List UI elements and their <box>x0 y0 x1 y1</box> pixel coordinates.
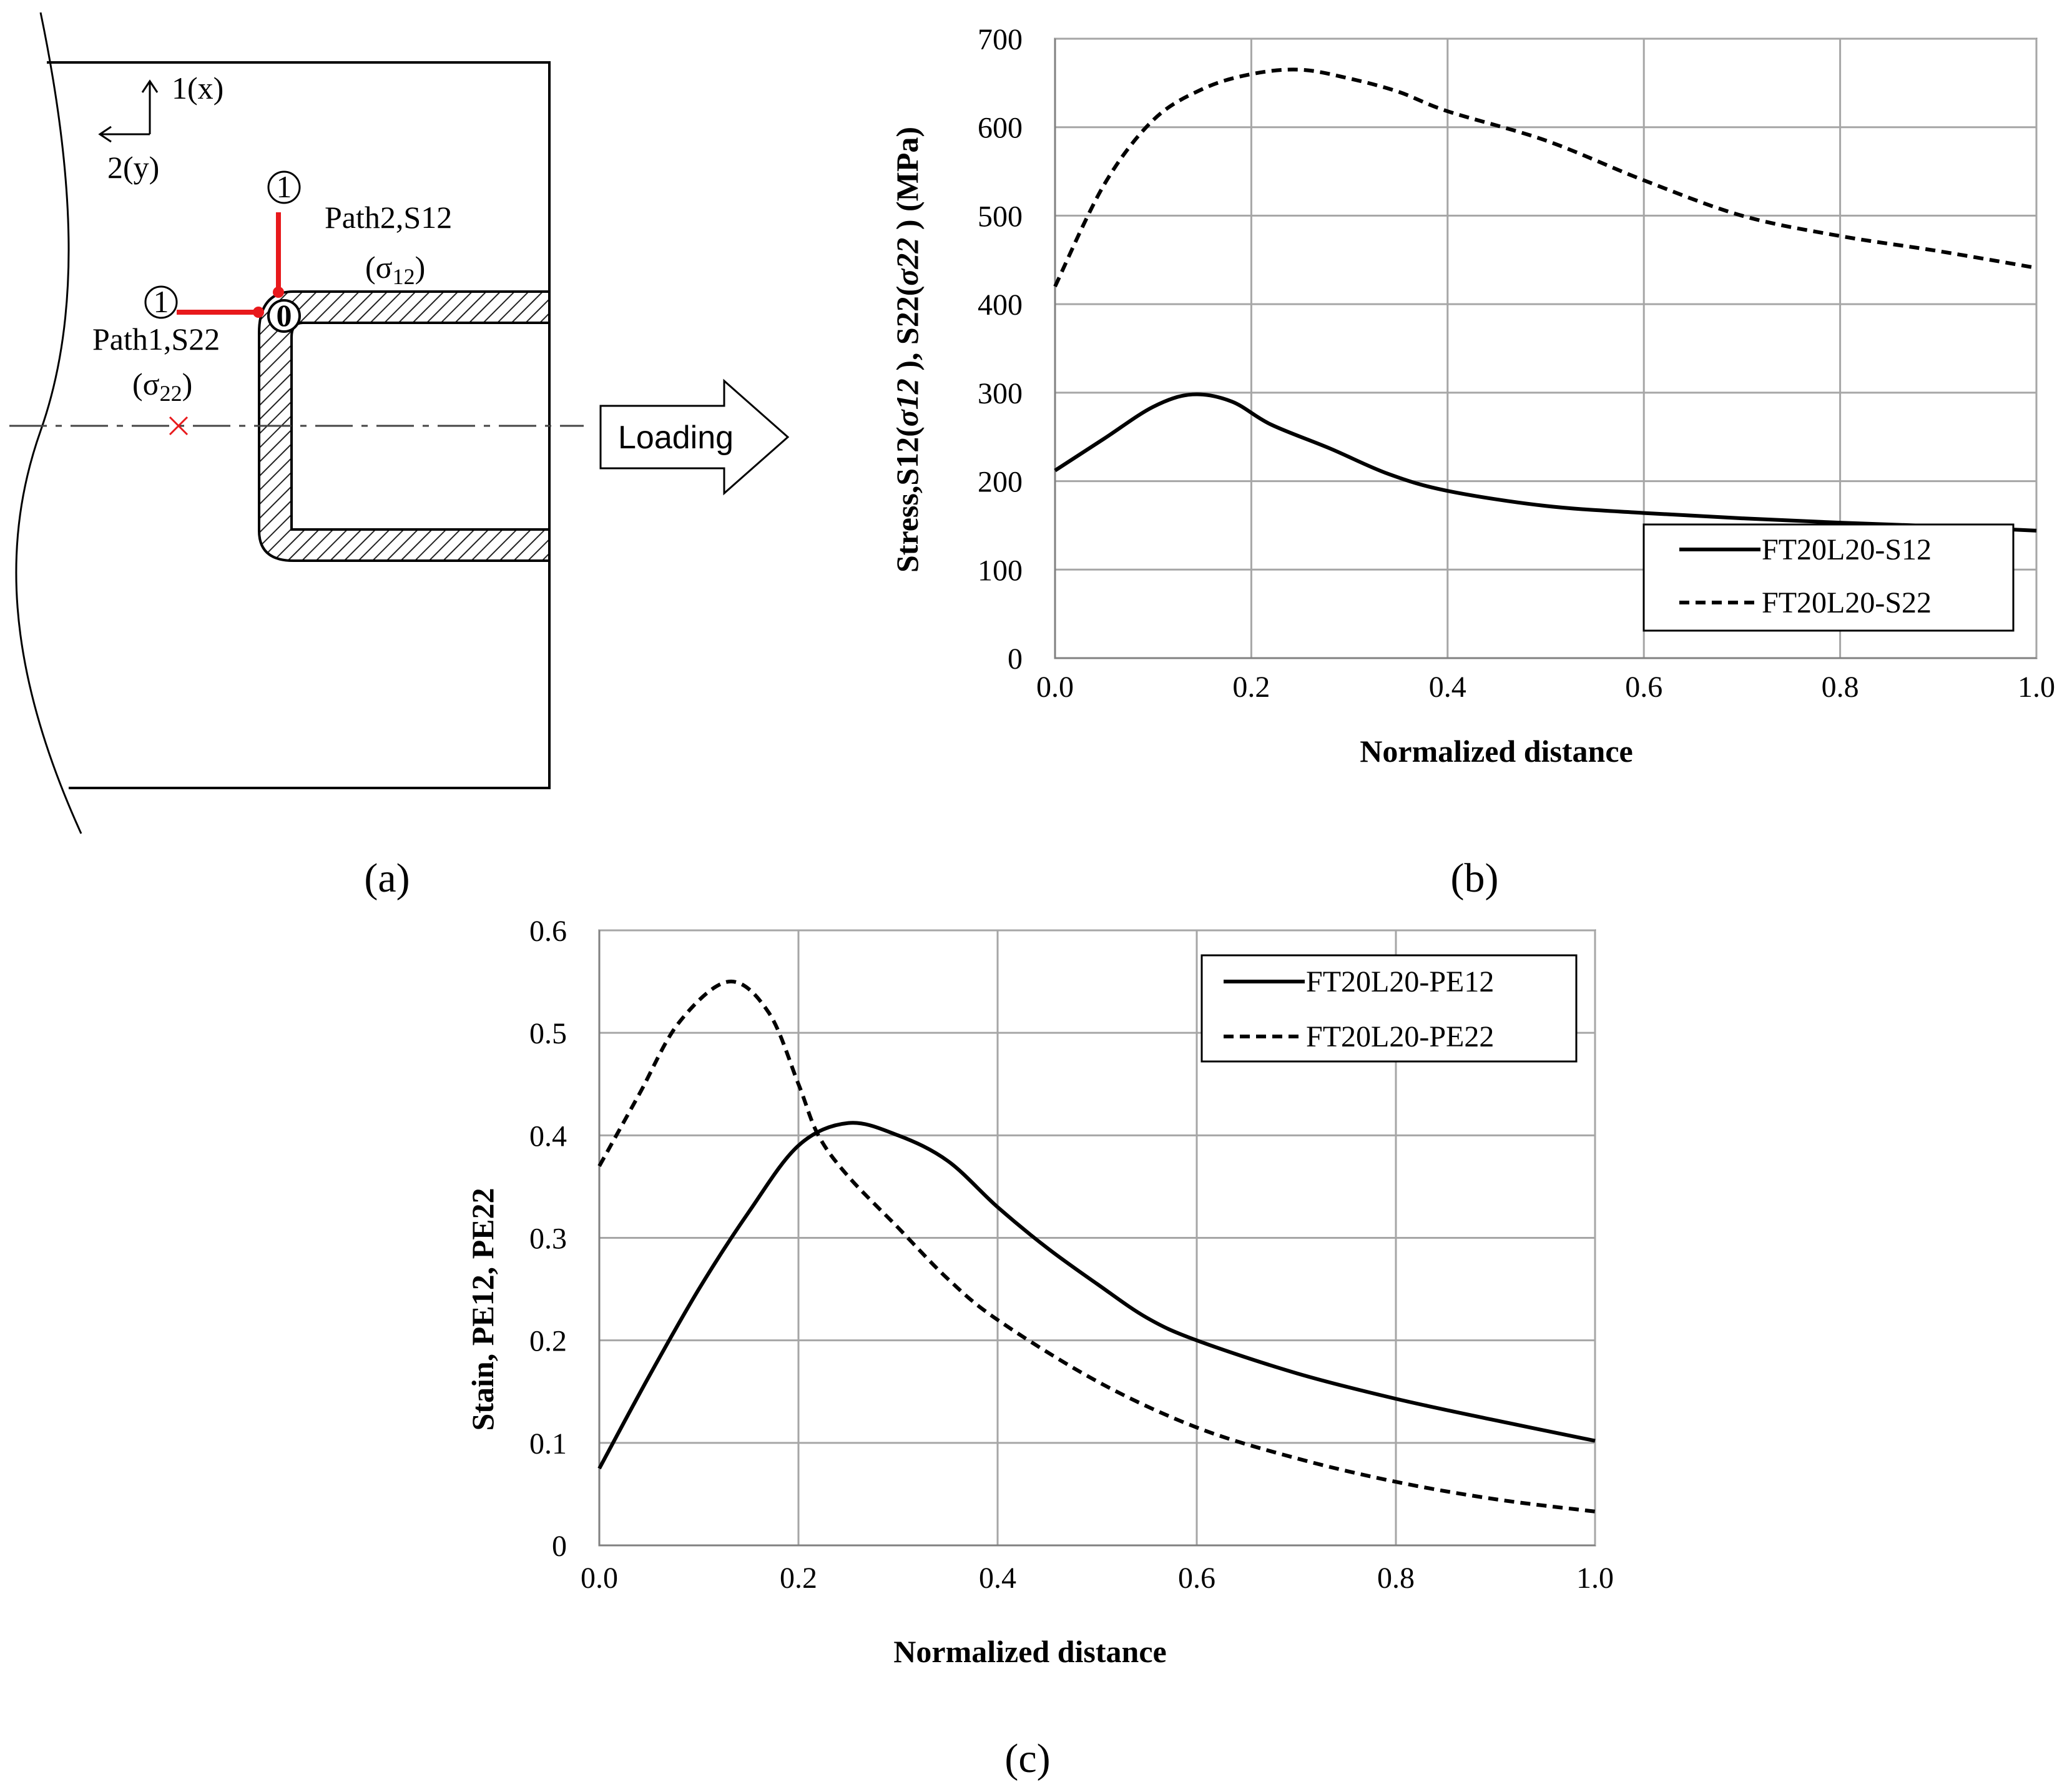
path2-end-dot <box>273 287 284 298</box>
c-y-tick-label: 0 <box>552 1530 567 1563</box>
chart-b-grid <box>1054 37 2038 659</box>
b-y-tick-label: 700 <box>978 23 1023 56</box>
path2-sigma: (σ12) <box>365 250 425 289</box>
b-x-tick-label: 1.0 <box>2018 671 2055 704</box>
c-x-tick-label: 0.2 <box>780 1562 817 1595</box>
c-x-tick-label: 0.8 <box>1377 1562 1415 1595</box>
node-1-left: 1 <box>144 284 178 319</box>
b-y-tick-label: 400 <box>978 288 1023 322</box>
chart-b-ylabel-part-2: σ12 <box>890 378 925 426</box>
c-y-tick-label: 0.4 <box>529 1120 567 1153</box>
legend-b-entry-s12: FT20L20-S12 <box>1762 533 1932 566</box>
panel-a-diagram: 1(x) 2(y) 1 1 0 Path2,S12 (σ12) Path1,S2… <box>9 12 790 901</box>
b-y-tick-label: 600 <box>978 112 1023 145</box>
c-y-tick-label: 0.1 <box>529 1427 567 1460</box>
b-series-ft20l20-s12 <box>1054 392 2037 533</box>
chart-c-x-axis-title: Normalized distance <box>893 1634 1166 1669</box>
c-x-tick-label: 1.0 <box>1576 1562 1614 1595</box>
b-series-ft20l20-s22 <box>1053 67 2037 288</box>
b-y-tick-label: 300 <box>978 377 1023 410</box>
c-series-ft20l20-pe12 <box>597 1121 1596 1470</box>
curved-boundary <box>15 12 82 834</box>
legend-b-entry-s22: FT20L20-S22 <box>1762 586 1932 619</box>
b-y-tick-label: 500 <box>978 200 1023 233</box>
chart-b-y-axis-title: Stress,S12(σ12 ), S22(σ22 ) (MPa) <box>890 127 925 573</box>
c-y-tick-label: 0.2 <box>529 1325 567 1358</box>
axis-1-arrowhead <box>141 79 159 93</box>
chart-b-ylabel-part-4: σ22 <box>890 238 925 286</box>
panel-b-chart: 0.0 0.2 0.4 0.6 0.8 1.0 0 100 200 300 400 500 600 70… <box>890 23 2055 901</box>
panel-a-label: (a) <box>364 855 410 901</box>
path1-end-dot <box>253 307 264 318</box>
b-x-tick-label: 0.4 <box>1429 671 1466 704</box>
path1-sigma: (σ22) <box>132 367 192 406</box>
path2-label: Path2,S12 <box>325 200 452 235</box>
chart-c-series <box>597 980 1596 1514</box>
legend-c-entry-pe12: FT20L20-PE12 <box>1306 965 1494 998</box>
chart-b-ylabel-part-5: ) (MPa) <box>890 127 925 238</box>
loading-arrow <box>599 378 790 496</box>
chart-b-y-ticks: 0 100 200 300 400 500 600 700 <box>978 23 1023 676</box>
node-1-top-label: 1 <box>277 169 292 204</box>
path1-sigma-subscript: 22 <box>160 381 182 406</box>
node-0: 0 <box>267 298 301 333</box>
chart-c-legend: FT20L20-PE12 FT20L20-PE22 <box>1200 954 1578 1063</box>
chart-b-legend: FT20L20-S12 FT20L20-S22 <box>1642 523 2015 632</box>
node-0-label: 0 <box>277 298 292 333</box>
c-series-ft20l20-pe22 <box>597 980 1596 1514</box>
node-1-left-label: 1 <box>154 284 169 319</box>
axis-2-label: 2(y) <box>107 150 159 185</box>
chart-b-series <box>1053 67 2037 533</box>
center-cross-marker <box>169 416 189 436</box>
b-x-tick-label: 0.8 <box>1822 671 1859 704</box>
path2-sigma-symbol: σ <box>376 250 393 285</box>
b-y-tick-label: 100 <box>978 554 1023 587</box>
b-y-tick-label: 0 <box>1008 642 1023 676</box>
c-y-tick-label: 0.6 <box>529 915 567 948</box>
b-x-tick-label: 0.0 <box>1036 671 1074 704</box>
axis-1-label: 1(x) <box>172 71 223 106</box>
c-x-tick-label: 0.4 <box>979 1562 1016 1595</box>
b-y-tick-label: 200 <box>978 466 1023 499</box>
path2-sigma-subscript: 12 <box>393 264 415 289</box>
chart-b-x-axis-title: Normalized distance <box>1360 734 1632 769</box>
b-x-tick-label: 0.6 <box>1625 671 1662 704</box>
axis-2-arrowhead <box>98 126 112 143</box>
panel-b-label: (b) <box>1451 855 1499 901</box>
c-y-tick-label: 0.3 <box>529 1223 567 1256</box>
chart-c-y-axis-title: Stain, PE12, PE22 <box>465 1188 500 1431</box>
chart-b-x-ticks: 0.0 0.2 0.4 0.6 0.8 1.0 <box>1036 671 2055 704</box>
legend-c-entry-pe22: FT20L20-PE22 <box>1306 1020 1494 1053</box>
chart-c-y-ticks: 0 0.1 0.2 0.3 0.4 0.5 0.6 <box>529 915 567 1563</box>
b-x-tick-label: 0.2 <box>1232 671 1270 704</box>
chart-b-ylabel-part-1: Stress,S12( <box>890 426 925 573</box>
loading-label: Loading <box>618 420 734 456</box>
c-y-tick-label: 0.5 <box>529 1017 567 1050</box>
chart-c-x-ticks: 0.0 0.2 0.4 0.6 0.8 1.0 <box>581 1562 1614 1595</box>
panel-c-label: (c) <box>1004 1736 1050 1781</box>
c-x-tick-label: 0.6 <box>1178 1562 1215 1595</box>
path1-label: Path1,S22 <box>92 322 220 357</box>
c-x-tick-label: 0.0 <box>581 1562 618 1595</box>
node-1-top: 1 <box>267 169 301 204</box>
path1-sigma-symbol: σ <box>143 367 160 401</box>
chart-b-ylabel-part-3: ), S22( <box>890 286 925 379</box>
panel-c-chart: 0.0 0.2 0.4 0.6 0.8 1.0 0 0.1 0.2 0.3 0.4 0.5 0.6 N… <box>465 915 1614 1781</box>
